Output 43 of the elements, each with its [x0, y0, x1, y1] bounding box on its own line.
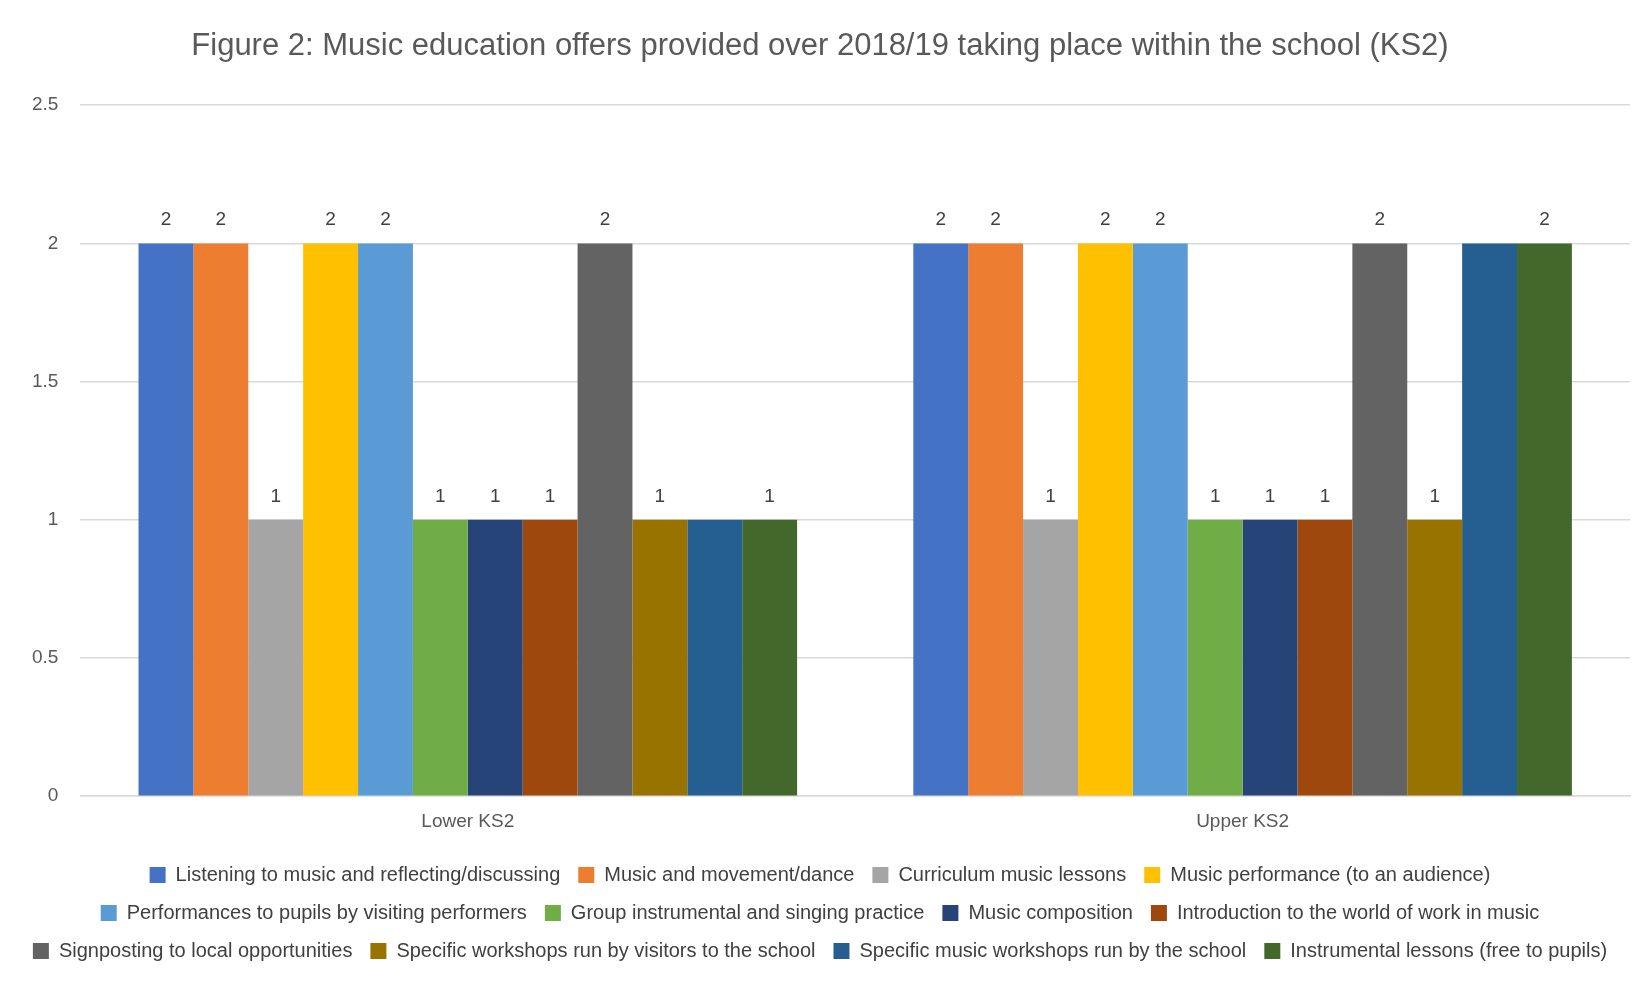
legend-label: Signposting to local opportunities — [58, 938, 353, 961]
data-label: 1 — [1264, 484, 1276, 506]
data-label: 2 — [1374, 208, 1386, 230]
data-label: 1 — [270, 484, 282, 506]
y-tick-label: 1.5 — [31, 369, 59, 391]
data-label: 2 — [160, 208, 172, 230]
chart-title: Figure 2: Music education offers provided over 2018/19 taking place within the school (KS2) — [191, 27, 1449, 63]
legend-label: Curriculum music lessons — [898, 862, 1127, 885]
data-label: 1 — [1319, 484, 1331, 506]
data-label: 2 — [935, 208, 947, 230]
data-label: 1 — [764, 484, 775, 506]
data-label: 1 — [1429, 484, 1440, 506]
x-tick-label: Upper KS2 — [1196, 809, 1290, 831]
legend-label: Group instrumental and singing practice — [570, 900, 925, 923]
data-label: 2 — [380, 208, 391, 230]
data-label: 1 — [435, 484, 446, 506]
legend-label: Instrumental lessons (free to pupils) — [1290, 938, 1608, 961]
data-label: 2 — [599, 208, 611, 230]
legend-label: Introduction to the world of work in music — [1176, 900, 1540, 923]
data-label: 2 — [1154, 208, 1166, 230]
data-label: 1 — [489, 484, 501, 506]
data-label: 2 — [990, 208, 1001, 230]
data-label: 1 — [654, 484, 666, 506]
legend-label: Music performance (to an audience) — [1170, 862, 1491, 885]
data-label: 1 — [544, 484, 556, 506]
legend-label: Specific music workshops run by the school — [859, 938, 1247, 961]
y-tick-label: 2.5 — [31, 93, 59, 115]
y-tick-label: 1 — [47, 508, 59, 530]
legend-label: Specific workshops run by visitors to the school — [396, 938, 816, 961]
legend-label: Listening to music and reflecting/discussing — [175, 862, 561, 885]
y-tick-label: 0.5 — [31, 646, 59, 668]
data-label: 1 — [1209, 484, 1221, 506]
data-label: 2 — [1100, 208, 1111, 230]
legend-label: Music and movement/dance — [604, 862, 855, 885]
data-label: 1 — [1045, 484, 1056, 506]
data-label: 2 — [1539, 208, 1550, 230]
y-tick-label: 0 — [47, 784, 59, 806]
data-label: 2 — [325, 208, 336, 230]
y-tick-label: 2 — [47, 231, 59, 253]
x-tick-label: Lower KS2 — [421, 809, 515, 831]
legend-label: Performances to pupils by visiting performers — [126, 900, 527, 923]
data-label: 2 — [215, 208, 227, 230]
legend-label: Music composition — [968, 900, 1133, 923]
